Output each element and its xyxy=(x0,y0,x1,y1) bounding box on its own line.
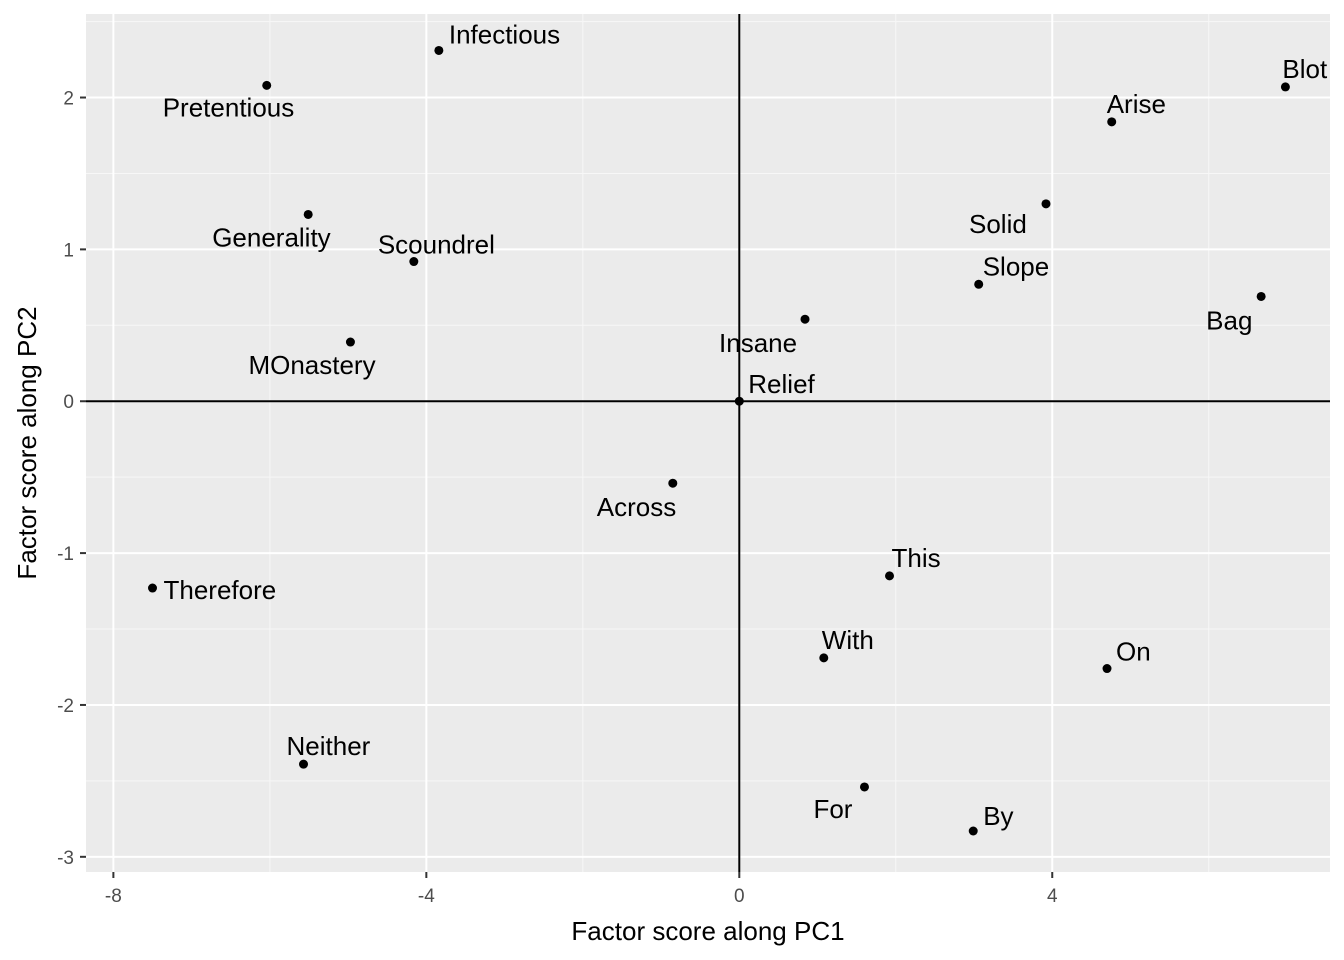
point-label: Blot xyxy=(1282,54,1328,84)
data-point xyxy=(1102,664,1112,674)
x-axis-ticks: -8 -4 0 4 xyxy=(105,872,1058,907)
y-tick-label: 0 xyxy=(63,392,74,413)
data-point xyxy=(668,478,678,488)
point-label: MOnastery xyxy=(248,350,375,380)
point-label: Infectious xyxy=(449,19,560,49)
data-point xyxy=(409,257,419,267)
data-point xyxy=(1280,82,1290,92)
y-axis-ticks: -3 -2 -1 0 1 2 xyxy=(57,89,86,869)
point-labels: Infectious Pretentious Generality Scoundrel… xyxy=(163,19,1328,831)
point-label: Arise xyxy=(1107,89,1166,119)
x-tick-label: 0 xyxy=(734,886,745,907)
data-point xyxy=(434,45,444,55)
point-label: Insane xyxy=(719,328,797,358)
data-point xyxy=(1256,291,1266,301)
point-label: Pretentious xyxy=(163,92,295,122)
data-point xyxy=(734,396,744,406)
data-point xyxy=(819,653,829,663)
point-label: This xyxy=(892,543,941,573)
point-label: Across xyxy=(597,492,676,522)
point-label: On xyxy=(1116,637,1151,667)
data-point xyxy=(303,209,313,219)
data-points xyxy=(148,45,1290,836)
data-point xyxy=(1107,117,1117,127)
data-point xyxy=(885,571,895,581)
point-label: Slope xyxy=(983,251,1050,281)
x-tick-label: -4 xyxy=(418,886,435,907)
y-tick-label: -1 xyxy=(57,544,74,565)
reference-lines xyxy=(86,14,1330,872)
data-point xyxy=(299,759,309,769)
x-tick-label: -8 xyxy=(105,886,122,907)
x-tick-label: 4 xyxy=(1047,886,1058,907)
data-point xyxy=(859,782,869,792)
point-label: By xyxy=(983,801,1013,831)
data-point xyxy=(968,826,978,836)
data-point xyxy=(148,583,158,593)
data-point xyxy=(345,337,355,347)
point-label: Scoundrel xyxy=(378,230,495,260)
y-tick-label: 2 xyxy=(63,89,74,110)
point-label: Therefore xyxy=(164,575,277,605)
point-label: Bag xyxy=(1206,305,1252,335)
y-axis-title: Factor score along PC2 xyxy=(12,306,42,579)
data-point xyxy=(262,80,272,90)
point-label: Generality xyxy=(212,222,330,252)
point-label: With xyxy=(822,625,874,655)
point-label: Relief xyxy=(748,369,815,399)
data-point xyxy=(800,314,810,324)
plot-panel xyxy=(86,14,1330,872)
data-point xyxy=(974,279,984,289)
y-tick-label: -3 xyxy=(57,848,74,869)
point-label: For xyxy=(813,794,852,824)
x-axis-title: Factor score along PC1 xyxy=(571,916,844,946)
minor-gridlines xyxy=(86,14,1330,872)
y-tick-label: -2 xyxy=(57,696,74,717)
point-label: Neither xyxy=(287,731,371,761)
point-label: Solid xyxy=(969,209,1027,239)
data-point xyxy=(1041,199,1051,209)
y-tick-label: 1 xyxy=(63,240,74,261)
